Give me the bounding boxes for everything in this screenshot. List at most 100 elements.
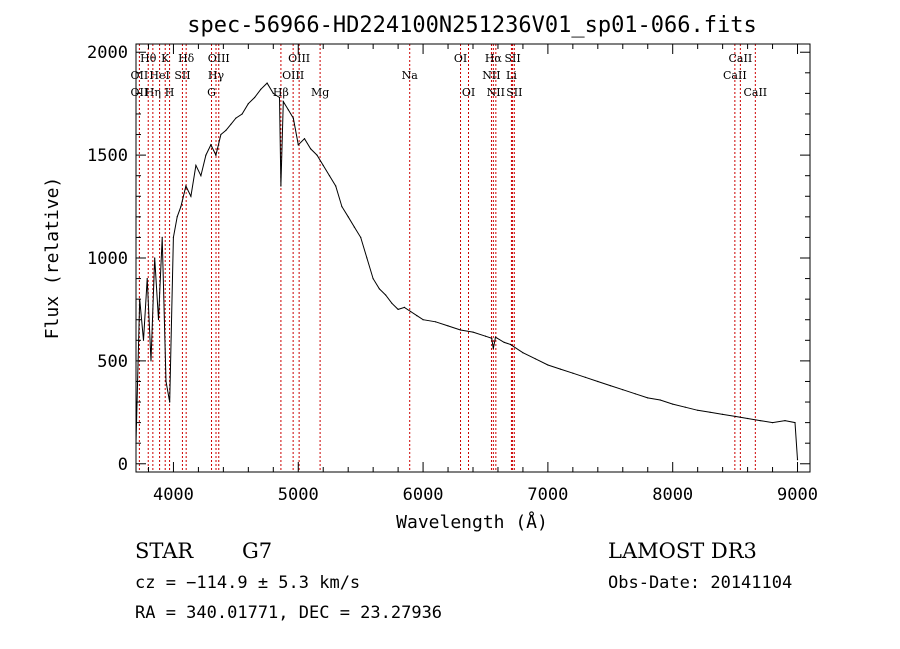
data-point bbox=[366, 257, 368, 259]
data-point bbox=[796, 459, 799, 461]
data-point bbox=[341, 206, 343, 208]
data-point bbox=[385, 294, 387, 296]
data-point bbox=[225, 129, 227, 131]
data-point bbox=[772, 422, 774, 424]
line-label: Hβ bbox=[273, 86, 289, 99]
data-point bbox=[278, 96, 281, 99]
data-point bbox=[509, 343, 511, 345]
line-label: CaII bbox=[723, 69, 747, 82]
data-point bbox=[360, 236, 362, 238]
data-point bbox=[492, 347, 494, 350]
y-tick-label: 500 bbox=[97, 352, 128, 372]
y-tick-label: 1500 bbox=[87, 146, 128, 166]
data-point bbox=[647, 397, 649, 399]
data-point bbox=[287, 109, 289, 111]
data-point bbox=[697, 409, 699, 411]
line-label: HeI bbox=[149, 69, 169, 82]
data-point bbox=[161, 236, 163, 238]
data-point bbox=[353, 226, 355, 228]
data-point bbox=[347, 216, 349, 218]
data-point bbox=[176, 216, 178, 218]
y-tick-label: 2000 bbox=[87, 43, 128, 63]
data-point bbox=[378, 288, 380, 290]
data-point bbox=[316, 154, 318, 156]
data-point bbox=[391, 302, 393, 304]
data-point bbox=[422, 319, 424, 321]
line-label: OII bbox=[131, 69, 149, 82]
data-point bbox=[241, 113, 243, 115]
data-point bbox=[709, 411, 711, 413]
data-point bbox=[328, 175, 331, 177]
coordinates: RA = 340.01771, DEC = 23.27936 bbox=[135, 603, 443, 623]
x-tick-label: 9000 bbox=[777, 485, 818, 505]
data-point bbox=[220, 133, 222, 136]
data-point bbox=[247, 103, 249, 105]
data-point bbox=[403, 306, 405, 308]
data-point bbox=[150, 360, 152, 362]
data-point bbox=[672, 403, 674, 405]
line-label: K bbox=[161, 52, 170, 65]
line-label: Na bbox=[402, 69, 419, 82]
data-point bbox=[494, 336, 497, 338]
x-tick-label: 8000 bbox=[652, 485, 693, 505]
data-point bbox=[572, 372, 574, 374]
line-label: Mg bbox=[311, 86, 329, 99]
data-point bbox=[547, 364, 549, 366]
flux-series bbox=[135, 82, 799, 461]
data-point bbox=[169, 401, 171, 403]
line-label: Hη bbox=[145, 86, 161, 99]
data-point bbox=[190, 195, 192, 197]
data-point bbox=[205, 154, 207, 156]
data-point bbox=[503, 341, 505, 343]
survey-name: LAMOST DR3 bbox=[608, 539, 757, 563]
line-label: OIII bbox=[208, 52, 230, 65]
data-point bbox=[484, 335, 487, 337]
data-point bbox=[784, 420, 786, 422]
data-point bbox=[659, 399, 661, 401]
data-point bbox=[416, 315, 418, 317]
data-point bbox=[459, 329, 462, 331]
data-point bbox=[230, 123, 232, 125]
y-tick-label: 1000 bbox=[87, 249, 128, 269]
x-axis-label: Wavelength (Å) bbox=[396, 511, 548, 533]
object-type: STAR bbox=[135, 539, 194, 563]
line-label: SII bbox=[504, 52, 520, 65]
data-point bbox=[447, 325, 449, 327]
data-point bbox=[303, 138, 306, 140]
line-label: NII bbox=[487, 86, 505, 99]
data-point bbox=[260, 88, 262, 90]
spectral-subclass: G7 bbox=[242, 539, 273, 563]
data-point bbox=[157, 319, 160, 321]
data-point bbox=[410, 310, 412, 313]
line-label: H bbox=[165, 86, 175, 99]
line-label: OIII bbox=[282, 69, 304, 82]
emission-line-labels: Hθ OII OII K HeI Hη Hδ SII H OIII Hγ G OIII OIII Hβ Mg N… bbox=[131, 52, 768, 99]
x-tick-label: 4000 bbox=[153, 485, 194, 505]
line-label: SII bbox=[174, 69, 190, 82]
chart-title: spec-56966-HD224100N251236V01_sp01-066.f… bbox=[187, 13, 757, 38]
emission-line-markers bbox=[138, 44, 756, 472]
data-point bbox=[272, 92, 274, 94]
data-point bbox=[142, 339, 145, 341]
line-label: Hθ bbox=[140, 52, 157, 65]
data-point bbox=[747, 417, 749, 420]
line-label: SII bbox=[506, 86, 522, 99]
data-point bbox=[146, 278, 148, 280]
data-point bbox=[622, 389, 624, 391]
line-label: OI bbox=[454, 52, 467, 65]
plot-frame bbox=[135, 43, 811, 473]
data-point bbox=[722, 413, 724, 415]
data-point bbox=[559, 368, 562, 370]
y-tick-label: 0 bbox=[118, 455, 128, 475]
data-point bbox=[634, 393, 636, 395]
line-label: OI bbox=[462, 86, 475, 99]
data-point bbox=[210, 144, 212, 146]
data-point bbox=[372, 278, 374, 280]
data-point bbox=[235, 117, 237, 119]
x-axis-ticks: 4000 5000 6000 7000 8000 9000 bbox=[147, 44, 818, 505]
data-point bbox=[609, 385, 611, 387]
line-label: CaII bbox=[729, 52, 753, 65]
redshift-readout: cz = −114.9 ± 5.3 km/s bbox=[135, 573, 361, 593]
line-label: Hα bbox=[485, 52, 503, 65]
